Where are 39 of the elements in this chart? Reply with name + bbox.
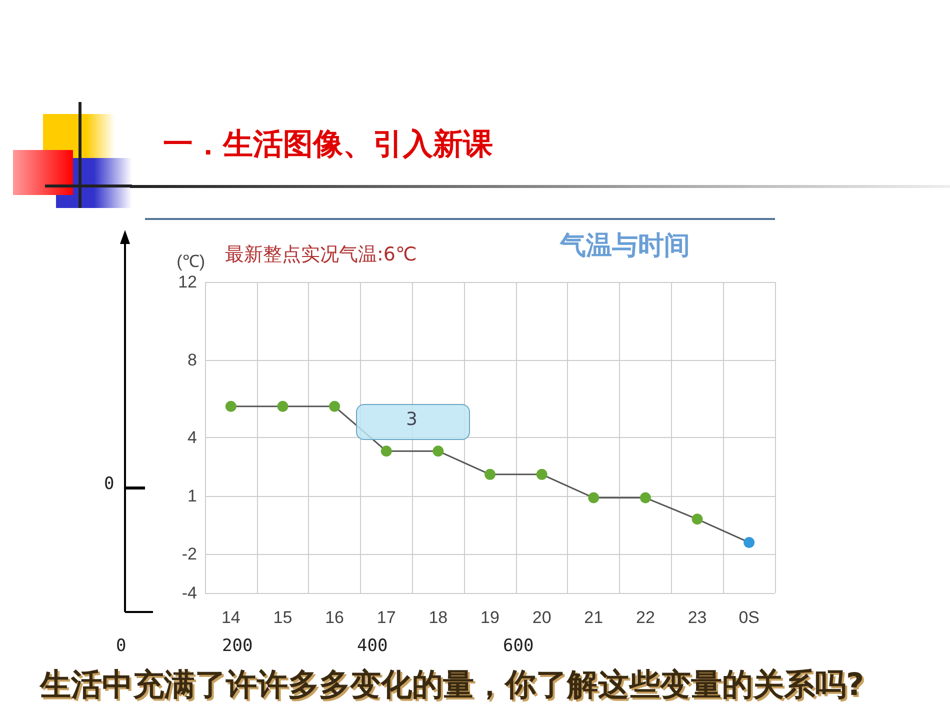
text: 0 (104, 474, 114, 494)
x-tick-label: 21 (584, 608, 604, 627)
point (588, 492, 600, 504)
y-tick-label: -2 (182, 544, 197, 564)
y-tick-label: 4 (188, 428, 197, 447)
point (744, 536, 755, 548)
point (536, 468, 548, 480)
point (640, 492, 651, 504)
chart-subtitle: 最新整点实况气温:6℃ (225, 244, 417, 266)
text: 生活中充满了许许多多变化的量，你了解这些变量的关系吗? (40, 666, 864, 705)
y-tick-label: -4 (182, 584, 197, 602)
x-tick-label: 14 (221, 608, 240, 627)
chart-title: 气温与时间 (559, 231, 690, 261)
text: 600 (503, 636, 534, 656)
text: 一．生活图像、引入新课 (163, 126, 494, 164)
annotation: 3 (406, 409, 418, 430)
text: 0 (116, 636, 126, 656)
y-tick-label: 12 (178, 272, 197, 292)
point (380, 446, 392, 457)
point (692, 514, 703, 525)
x-tick-label: 20 (532, 608, 552, 627)
x-tick-label: 17 (376, 608, 396, 627)
x-tick-label: 16 (325, 608, 344, 627)
point (484, 468, 496, 480)
y-axis-title: (℃) (176, 252, 205, 271)
text: 400 (357, 636, 388, 656)
x-tick-label: 22 (636, 608, 655, 627)
x-tick-label: 19 (480, 608, 500, 627)
x-tick-label: 15 (273, 608, 292, 627)
y-tick-label: 1 (188, 486, 197, 506)
point (432, 446, 444, 457)
point (225, 400, 236, 412)
x-tick-label: 0S (738, 608, 760, 627)
point (277, 400, 288, 412)
point (329, 400, 340, 412)
x-tick-label: 23 (688, 608, 707, 627)
x-tick-label: 18 (428, 608, 448, 627)
y-tick-label: 8 (188, 350, 197, 370)
text: 200 (222, 636, 253, 656)
